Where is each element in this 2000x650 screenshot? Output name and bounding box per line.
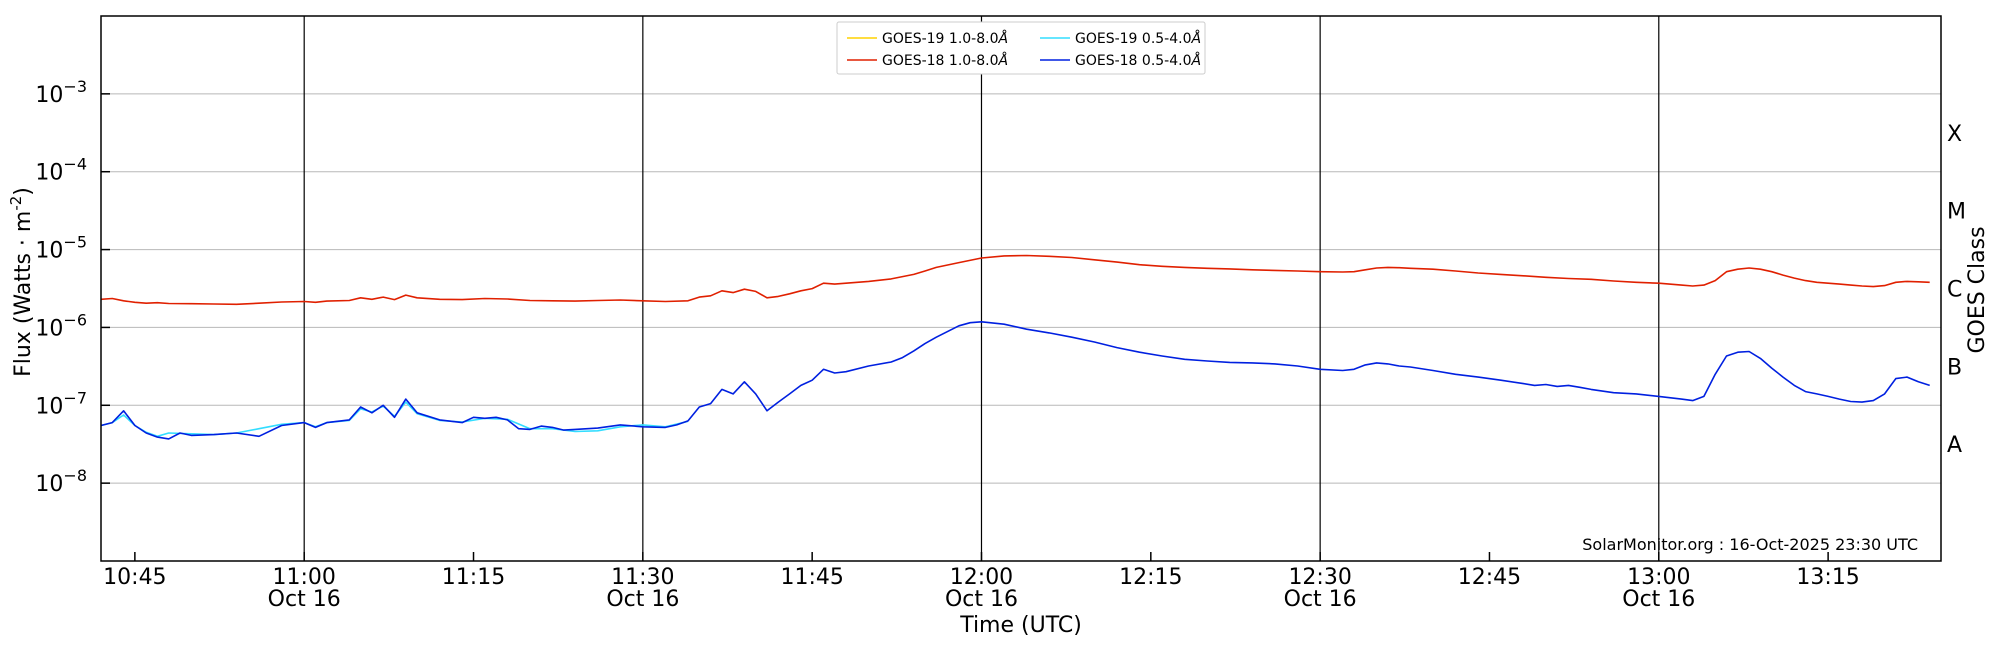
y-tick-label-base: 10 [35, 316, 63, 341]
series-lines [100, 254, 1930, 440]
y-axis-title-exponent: -2 [7, 196, 25, 211]
x-axis-title: Time (UTC) [959, 613, 1082, 638]
legend-label-unit: Å [998, 30, 1009, 47]
legend-label: GOES-18 1.0-8.0Å [882, 52, 1008, 69]
y-tick-label-base: 10 [35, 239, 63, 264]
y-tick-label: 10−3 [35, 77, 87, 108]
goes-class-axis: A B C M X [1947, 122, 1966, 458]
goes-class-title: GOES Class [1965, 226, 1990, 353]
y-tick-label: 10−7 [35, 388, 87, 419]
y-tick-label-exponent: −6 [63, 310, 87, 329]
y-tick-label-base: 10 [35, 161, 63, 186]
source-watermark: SolarMonitor.org : 16-Oct-2025 23:30 UTC [1582, 535, 1918, 554]
x-tick-label-date: Oct 16 [606, 587, 679, 612]
x-tick-label-time: 11:00 [272, 565, 335, 590]
legend-label: GOES-19 1.0-8.0Å [882, 30, 1008, 47]
goes-class-label: C [1947, 278, 1962, 303]
y-tick-label-exponent: −4 [63, 155, 87, 174]
goes-class-label: M [1947, 200, 1966, 225]
x-tick-label-time: 12:00 [950, 565, 1013, 590]
legend-label: GOES-18 0.5-4.0Å [1075, 52, 1201, 69]
y-tick-label-base: 10 [35, 394, 63, 419]
x-tick-label-time: 11:30 [611, 565, 674, 590]
goes-class-label: B [1947, 355, 1962, 380]
x-tick-label-time: 10:45 [103, 565, 166, 590]
legend-label-unit: Å [1191, 30, 1202, 47]
legend-box [836, 21, 1206, 75]
y-axis-title-main: Flux (Watts · m [11, 211, 36, 377]
y-tick-label-exponent: −3 [63, 77, 87, 96]
y-axis: 10−810−710−610−510−410−3 [35, 77, 110, 497]
x-tick-label-time: 12:45 [1458, 565, 1521, 590]
legend-label-unit: Å [998, 52, 1009, 69]
goes-class-label: X [1947, 122, 1962, 147]
x-tick-label-time: 12:30 [1288, 565, 1351, 590]
day-marker-lines [303, 16, 1660, 561]
goes-class-label: A [1947, 433, 1962, 458]
legend-label-name: GOES-19 0.5-4.0 [1075, 31, 1192, 47]
y-tick-label: 10−8 [35, 466, 87, 497]
x-tick-label-time: 11:45 [780, 565, 843, 590]
x-tick-label-date: Oct 16 [1284, 587, 1357, 612]
y-tick-label: 10−6 [35, 310, 87, 341]
legend: GOES-19 1.0-8.0Å GOES-19 0.5-4.0ÅGOES-18 … [836, 21, 1206, 75]
x-tick-label-date: Oct 16 [945, 587, 1018, 612]
y-tick-label: 10−4 [35, 155, 87, 186]
legend-label-unit: Å [1191, 52, 1202, 69]
plot-frame [100, 15, 1942, 562]
y-axis-title-close: ) [11, 187, 36, 196]
legend-label: GOES-19 0.5-4.0Å [1075, 30, 1201, 47]
series-line [100, 254, 1930, 306]
legend-label-name: GOES-18 0.5-4.0 [1075, 53, 1192, 69]
x-tick-label-time: 11:15 [442, 565, 505, 590]
x-tick-label-time: 13:15 [1796, 565, 1859, 590]
y-tick-label-exponent: −7 [63, 388, 87, 407]
x-tick-label-time: 13:00 [1627, 565, 1690, 590]
y-tick-label-exponent: −8 [63, 466, 87, 485]
x-tick-label-date: Oct 16 [268, 587, 341, 612]
y-tick-label-exponent: −5 [63, 233, 87, 252]
y-tick-label: 10−5 [35, 233, 87, 264]
legend-label-name: GOES-19 1.0-8.0 [882, 31, 999, 47]
series-line [100, 321, 1930, 440]
x-tick-label-time: 12:15 [1119, 565, 1182, 590]
y-tick-label-base: 10 [35, 472, 63, 497]
x-tick-label-date: Oct 16 [1622, 587, 1695, 612]
legend-label-name: GOES-18 1.0-8.0 [882, 53, 999, 69]
y-tick-label-base: 10 [35, 83, 63, 108]
y-axis-title: Flux (Watts · m-2) [7, 187, 36, 377]
